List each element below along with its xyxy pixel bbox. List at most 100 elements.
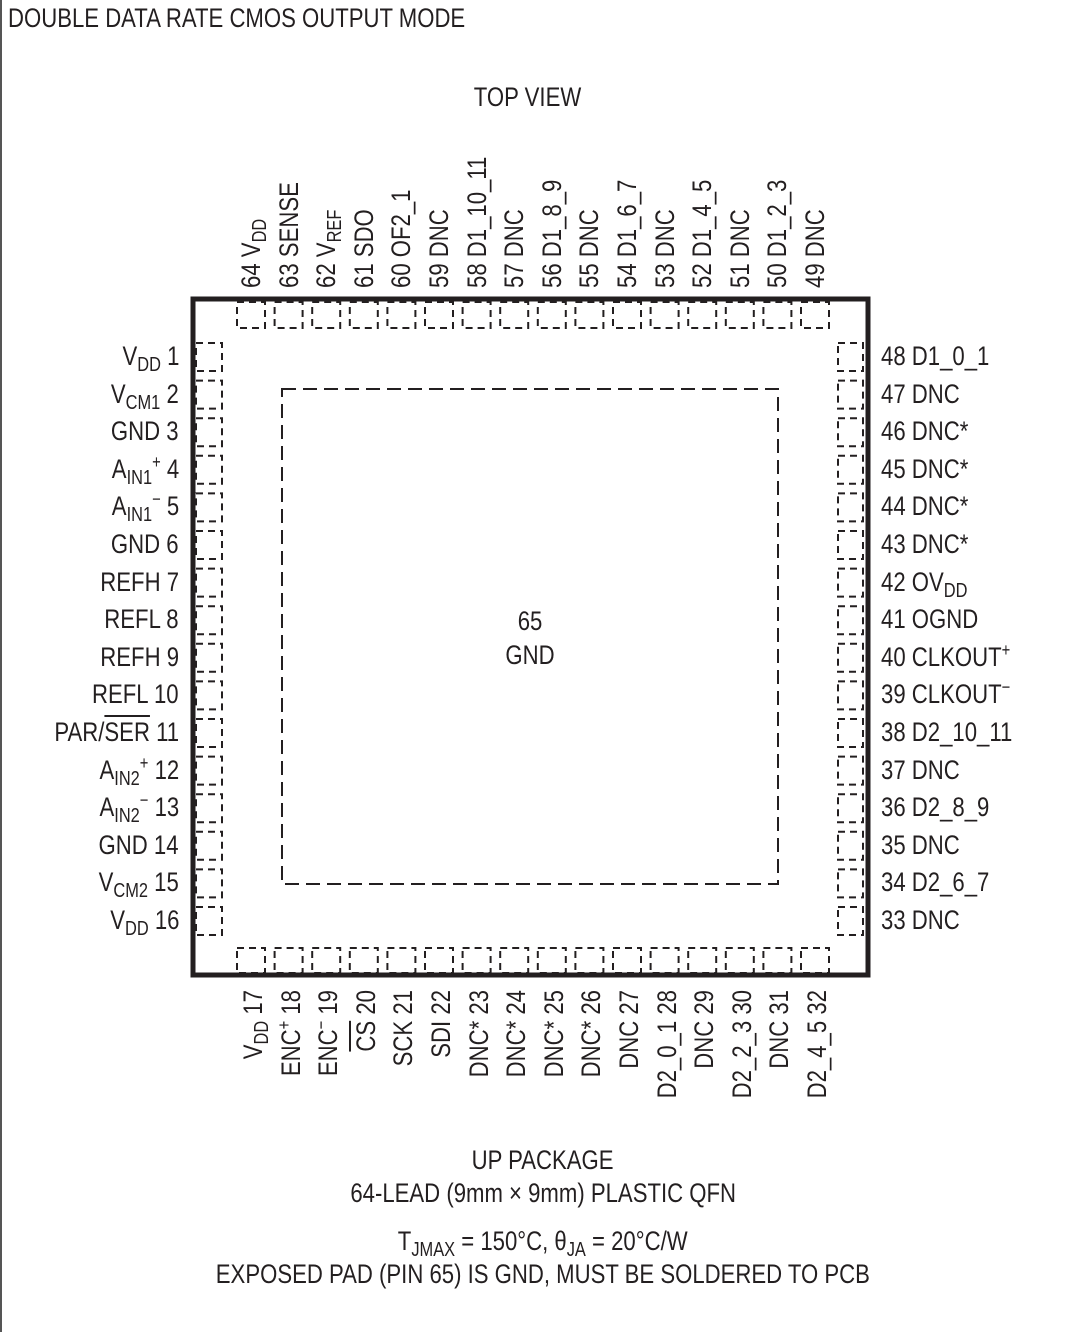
pin-number: 51 [724,263,755,288]
pin-pad [236,301,266,329]
pin-pad [499,947,530,974]
pin-label: ENC− 19 [311,990,344,1077]
pin-pad [348,947,379,974]
pin-number: 11 [156,717,179,747]
pin-label: DNC 27 [614,990,644,1069]
pin-pad [724,301,755,329]
pin-label: DNC 29 [689,990,720,1069]
pin-pad [386,301,417,329]
pin-number: 54 [612,263,642,288]
view-label: TOP VIEW [474,82,582,112]
pin-pad [195,830,223,861]
pin-pad [195,605,223,636]
pin-number: 42 [881,566,906,597]
pin-number: 16 [154,905,179,935]
pin-pad [574,301,605,329]
pin-pad [649,301,680,329]
pin-number: 63 [273,263,304,288]
pin-pad [837,830,864,861]
pin-number: 1 [166,341,179,371]
pin-number: 24 [501,990,532,1015]
pin-label: 56 D1_8_9 [536,179,567,288]
diagram-title: DOUBLE DATA RATE CMOS OUTPUT MODE [8,3,466,33]
pin-number: 40 [881,641,906,672]
pin-label: REFH 9 [100,641,179,672]
pin-number: 55 [574,263,605,288]
pin-pad [195,454,223,485]
pin-number: 43 [881,529,906,559]
pin-number: 3 [166,416,179,447]
pin-pad [536,301,567,329]
pin-label: REFH 7 [100,566,179,597]
pin-label: 61 SDO [348,209,379,288]
pin-pad [311,301,342,329]
pin-label: 58 D1_10_11 [461,156,492,288]
pin-label: 42 OVDD [881,566,968,602]
pin-pad [612,947,642,974]
pin-number: 2 [166,378,179,409]
pin-label: 60 OF2_1 [386,189,417,288]
pin-number: 18 [275,990,306,1015]
pin-label: GND 14 [98,829,179,860]
pin-number: 36 [881,792,906,823]
pin-label: 43 DNC* [881,529,969,559]
pin-pad [386,947,417,974]
pin-label: GND 3 [111,416,179,447]
pin-pad [195,567,223,598]
pin-label: REFL 10 [92,679,179,710]
pin-label: AIN2+ 12 [99,752,179,790]
package-description: 64-LEAD (9mm × 9mm) PLASTIC QFN [350,1178,736,1208]
pin-pad [837,718,864,748]
pin-pad [461,947,492,974]
pin-pad [837,417,864,448]
pin-number: 41 [881,604,906,635]
pin-label: 64 VDD [236,218,271,288]
pin-label: VDD 1 [122,341,179,376]
pin-number: 25 [538,990,569,1015]
pin-number: 38 [881,717,906,747]
pin-pad [195,530,223,560]
pin-number: 34 [881,867,906,898]
pin-number: 45 [881,453,906,484]
pin-number: 37 [881,754,906,785]
pin-label: DNC 31 [764,990,795,1069]
pin-label: D2_4_5 32 [802,990,832,1099]
pin-label: VDD 17 [238,990,273,1060]
pin-pad [837,605,864,636]
pin-pad [195,379,223,410]
pin-label: 38 D2_10_11 [881,717,1013,747]
pin-pad [311,947,342,974]
pin-number: 28 [651,990,682,1015]
pin-pad [800,301,830,329]
pin-label: 34 D2_6_7 [881,867,990,898]
exposed-pad-outline [281,388,779,885]
pin-pad [837,906,864,936]
pin-number: 15 [154,867,179,898]
pin-label: SCK 21 [388,990,419,1067]
pin-number: 58 [461,263,492,288]
pin-number: 21 [388,990,419,1015]
pin-pad [762,301,793,329]
pin-number: 62 [311,263,342,288]
pin-number: 48 [881,341,906,371]
pin-pad [273,301,304,329]
pin-label: 54 D1_6_7 [612,179,642,288]
pin-label: D2_0_1 28 [651,990,682,1099]
exposed-pad-note: EXPOSED PAD (PIN 65) IS GND, MUST BE SOL… [215,1259,871,1289]
pin-number: 39 [881,679,906,710]
pin-label: 45 DNC* [881,453,969,484]
pin-pad [837,379,864,410]
pin-number: 56 [536,263,567,288]
pin-label: VCM1 2 [111,378,179,414]
pin-number: 32 [802,990,832,1015]
pin-pad [348,301,379,329]
pin-number: 49 [800,263,830,288]
pin-pad [800,947,830,974]
pin-number: 9 [166,641,179,672]
pin-number: 47 [881,378,906,409]
pin-number: 23 [463,990,494,1015]
pin-number: 8 [166,604,179,635]
pin-number: 26 [576,990,607,1015]
pin-label: 39 CLKOUT− [881,677,1011,710]
